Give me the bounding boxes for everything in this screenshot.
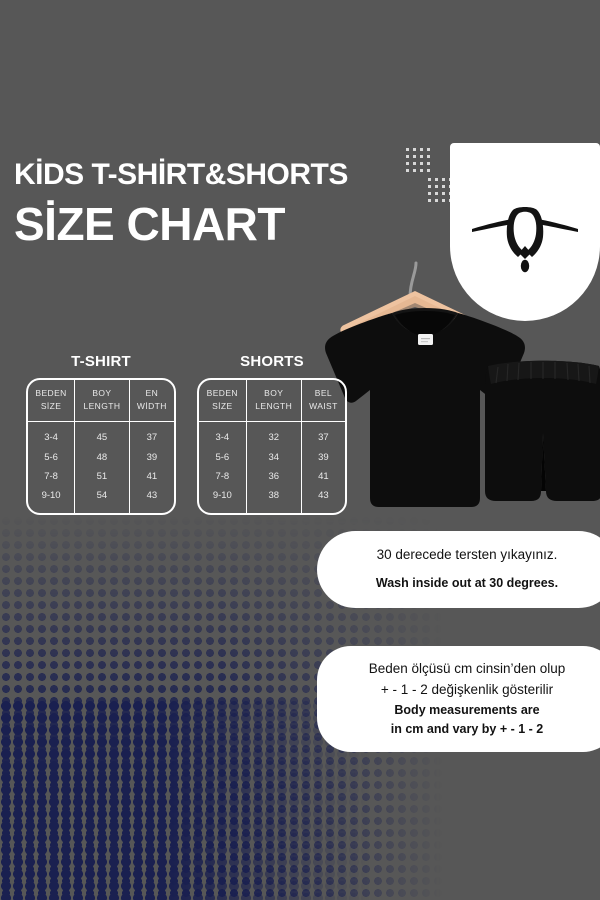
- measure-text-english-1: Body measurements are: [394, 702, 540, 717]
- table-cell: 51: [74, 467, 130, 487]
- measure-text-english-2: in cm and vary by + - 1 - 2: [390, 721, 544, 736]
- brand-badge: [450, 143, 600, 321]
- decorative-dot: [413, 162, 416, 165]
- table-cell: 41: [318, 470, 329, 482]
- header-bottom: SİZE: [40, 401, 62, 412]
- column-header-waist: BEL WAIST: [301, 380, 345, 423]
- header-bottom: WAIST: [309, 401, 338, 412]
- callout-measurement-note: Beden ölçüsü cm cinsin’den olup + - 1 - …: [317, 646, 600, 753]
- table-cell: 7-8: [28, 467, 76, 487]
- table-cell: 37: [318, 431, 329, 443]
- decorative-dot: [406, 162, 409, 165]
- table-label-shorts: SHORTS: [240, 353, 304, 370]
- page-title: KİDS T-SHİRT&SHORTS SİZE CHART: [14, 158, 348, 250]
- wash-text-english: Wash inside out at 30 degrees.: [375, 576, 559, 591]
- decorative-dot: [406, 169, 409, 172]
- table-row: 7-8 51 41: [28, 467, 174, 487]
- table-cell: 9-10: [28, 486, 76, 513]
- decorative-dot: [428, 178, 431, 181]
- table-row: 3-4 32 37: [199, 421, 345, 448]
- decorative-dot: [420, 169, 423, 172]
- decorative-dot: [413, 169, 416, 172]
- table-row: 7-8 36 41: [199, 467, 345, 487]
- table-cell: 36: [246, 467, 302, 487]
- table-cell: 54: [74, 486, 130, 513]
- table-cell: 7-8: [199, 467, 247, 487]
- table-cell: 48: [74, 447, 130, 468]
- table-row: 5-6 48 39: [28, 447, 174, 468]
- decorative-dot: [420, 148, 423, 151]
- garment-illustration: [300, 255, 600, 520]
- header-bottom: WİDTH: [136, 401, 167, 412]
- header-top: BEDEN: [206, 388, 238, 398]
- table-cell: 43: [146, 490, 158, 502]
- table-cell: 34: [246, 447, 302, 468]
- header-top: BOY: [92, 388, 112, 398]
- decorative-dot: [442, 192, 445, 195]
- decorative-dot: [406, 155, 409, 158]
- column-header-length: BOY LENGTH: [246, 380, 302, 423]
- table-row: 5-6 34 39: [199, 447, 345, 468]
- table-cell: 41: [146, 470, 158, 482]
- header-top: BEDEN: [35, 388, 67, 398]
- table-cell: 3-4: [199, 421, 247, 448]
- table-cell: 5-6: [199, 447, 247, 468]
- table-cell: 32: [246, 421, 302, 448]
- measure-text-turkish-2: + - 1 - 2 değişkenlik gösterilir: [380, 681, 554, 697]
- wash-text-turkish: 30 derecede tersten yıkayınız.: [376, 547, 558, 562]
- decorative-dot: [428, 192, 431, 195]
- decorative-dot: [442, 185, 445, 188]
- column-header-si̇ze: BEDEN SİZE: [199, 380, 247, 423]
- table-cell: 39: [146, 451, 158, 463]
- table-cell: 3-4: [28, 421, 76, 448]
- decorative-dot: [428, 185, 431, 188]
- table-header-row: BEDEN SİZE BOY LENGTH EN WİDTH: [28, 380, 174, 423]
- decorative-dot: [427, 148, 430, 151]
- decorative-dot: [406, 148, 409, 151]
- column-header-wi̇dth: EN WİDTH: [129, 380, 174, 423]
- header-top: BOY: [264, 388, 284, 398]
- decorative-dot: [427, 155, 430, 158]
- table-row: 9-10 38 43: [199, 486, 345, 513]
- decorative-dot: [420, 155, 423, 158]
- table-cell: 38: [246, 486, 302, 513]
- size-table-shorts: BEDEN SİZE BOY LENGTH BEL WAIST 3-4 32 37 5-6 34 3…: [197, 378, 347, 515]
- decorative-dot: [442, 199, 445, 202]
- decorative-dot: [420, 162, 423, 165]
- decorative-dot: [435, 185, 438, 188]
- table-cell: 43: [318, 490, 329, 502]
- title-line-1: KİDS T-SHİRT&SHORTS: [14, 158, 348, 191]
- decorative-dot: [427, 162, 430, 165]
- header-bottom: LENGTH: [83, 401, 121, 412]
- table-cell: 39: [318, 451, 329, 463]
- decorative-dot: [413, 148, 416, 151]
- column-header-length: BOY LENGTH: [74, 380, 130, 423]
- header-top: EN: [145, 388, 159, 398]
- header-bottom: SİZE: [212, 401, 233, 412]
- header-bottom: LENGTH: [255, 401, 293, 412]
- decorative-dot: [435, 199, 438, 202]
- header-top: BEL: [314, 388, 333, 398]
- decorative-dot: [435, 192, 438, 195]
- table-cell: 9-10: [199, 486, 247, 513]
- decorative-dot: [413, 155, 416, 158]
- table-cell: 45: [74, 421, 130, 448]
- table-label-tshirt: T-SHIRT: [71, 353, 131, 370]
- decorative-dot: [435, 178, 438, 181]
- decorative-dot: [442, 178, 445, 181]
- table-row: 9-10 54 43: [28, 486, 174, 513]
- decorative-dot: [428, 199, 431, 202]
- table-row: 3-4 45 37: [28, 421, 174, 448]
- table-cell: 5-6: [28, 447, 76, 468]
- column-header-si̇ze: BEDEN SİZE: [28, 380, 76, 423]
- table-cell: 37: [146, 431, 158, 443]
- title-line-2: SİZE CHART: [14, 198, 285, 250]
- measure-text-turkish-1: Beden ölçüsü cm cinsin’den olup: [368, 661, 566, 676]
- decorative-dot: [427, 169, 430, 172]
- table-header-row: BEDEN SİZE BOY LENGTH BEL WAIST: [199, 380, 345, 423]
- size-table-tshirt: BEDEN SİZE BOY LENGTH EN WİDTH 3-4 45 37 5-6 48 39…: [26, 378, 176, 515]
- callout-wash-instructions: 30 derecede tersten yıkayınız. Wash insi…: [317, 531, 600, 608]
